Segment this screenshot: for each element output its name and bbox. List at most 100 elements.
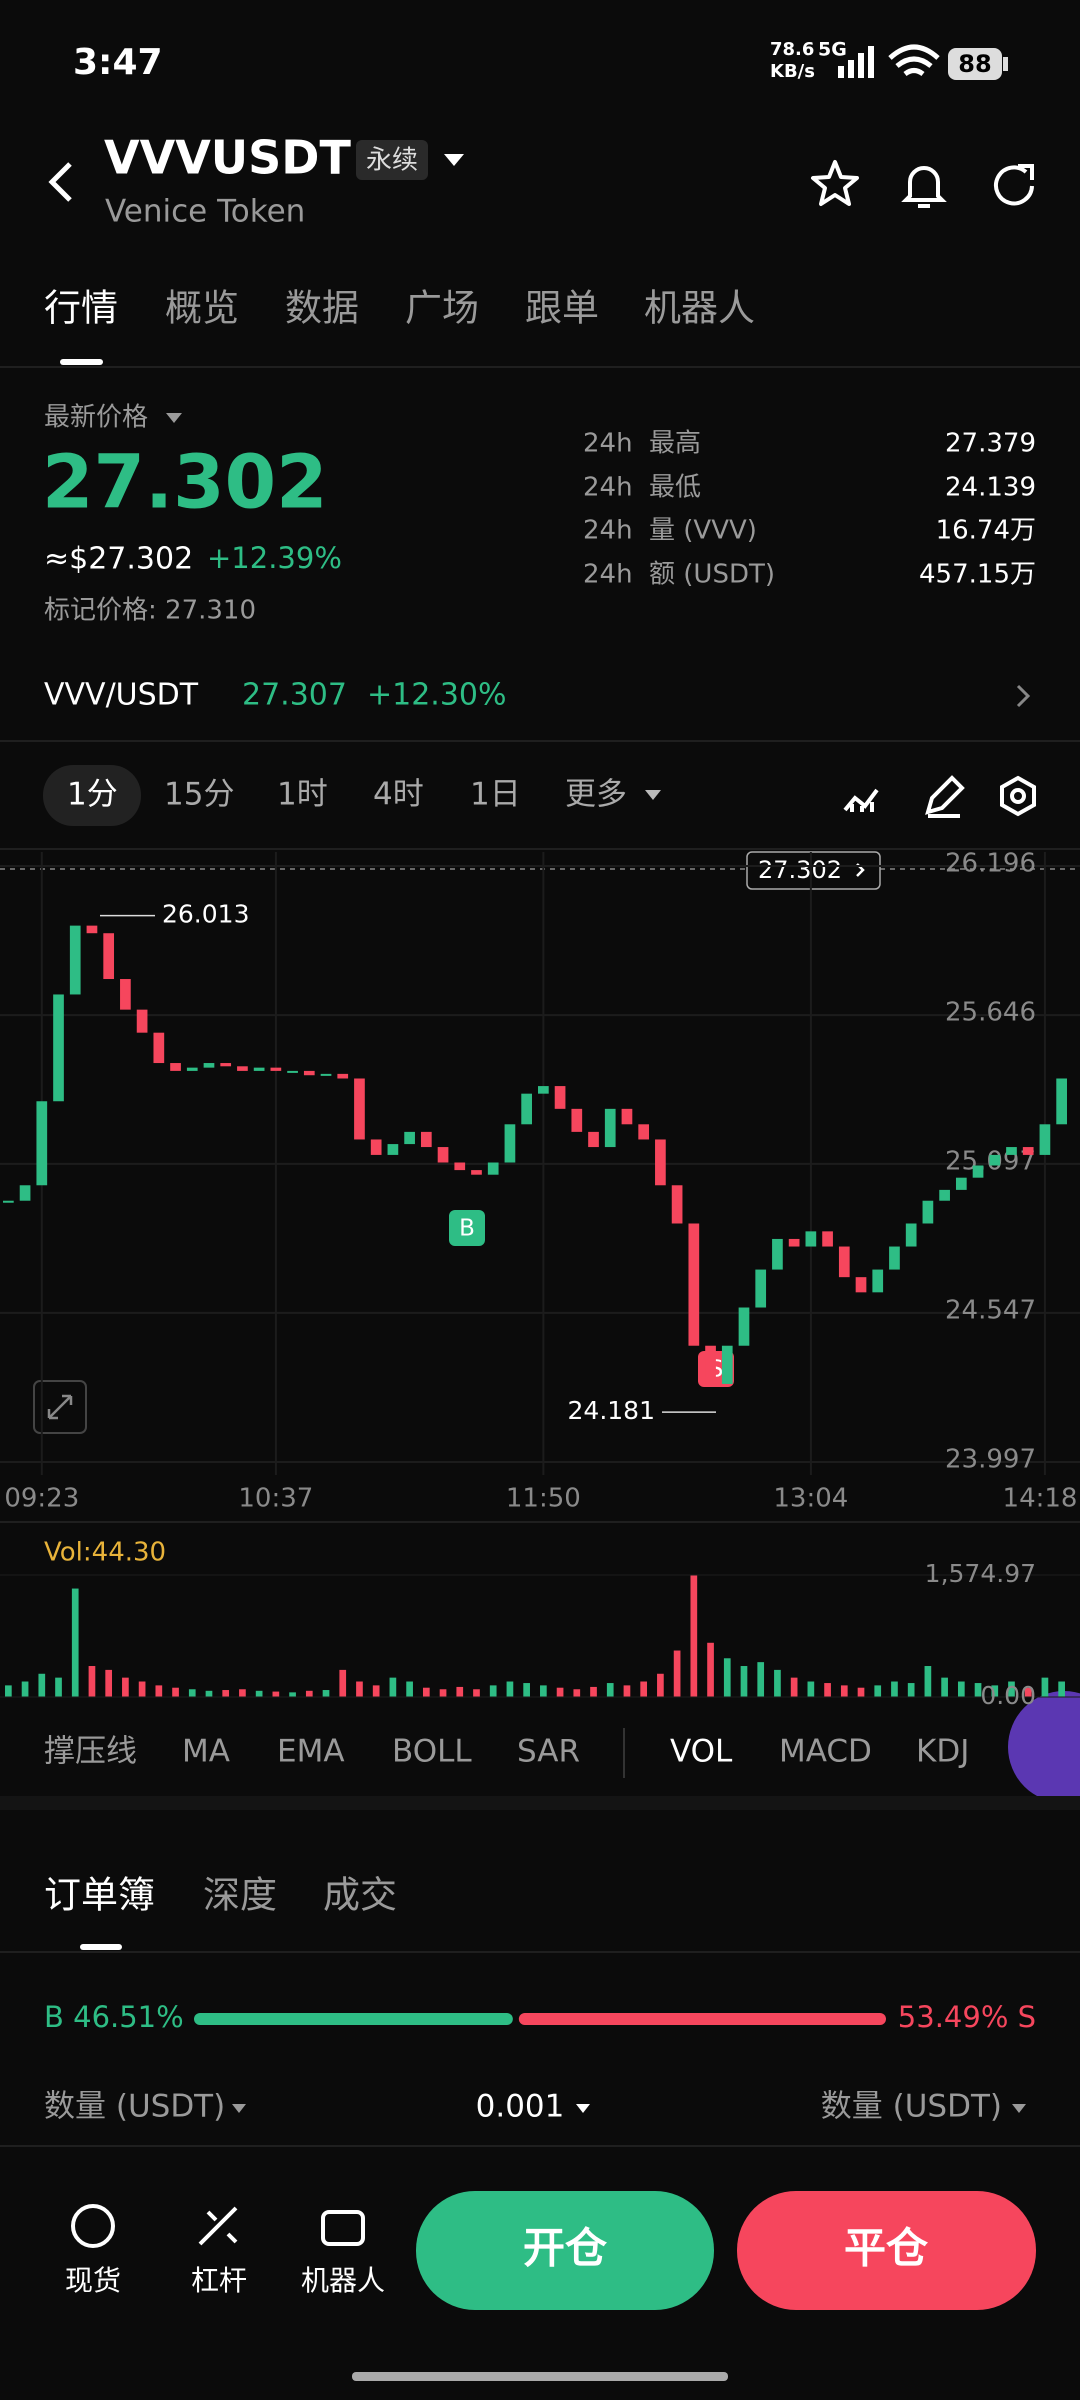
candle <box>387 1144 399 1155</box>
dropdown-icon[interactable] <box>444 154 464 166</box>
volume-bar <box>941 1677 948 1697</box>
volume-bar <box>1024 1687 1032 1697</box>
candle <box>755 1269 767 1308</box>
stat-value: 457.15万 <box>919 560 1036 590</box>
candle <box>872 1269 884 1293</box>
indicator[interactable]: MA <box>182 1734 230 1770</box>
close-button[interactable] <box>737 2191 1036 2310</box>
candle <box>320 1073 332 1076</box>
candle <box>588 1131 599 1148</box>
indicator[interactable]: SAR <box>517 1734 580 1770</box>
x-tick-label: 13:04 <box>773 1484 848 1514</box>
tab[interactable]: 行情 <box>44 287 118 330</box>
orderbook-tab[interactable]: 成交 <box>323 1874 397 1917</box>
dropdown-icon[interactable] <box>232 2104 246 2113</box>
fullscreen-button[interactable] <box>33 1380 87 1434</box>
indicator[interactable]: EMA <box>277 1734 345 1770</box>
candle <box>838 1246 850 1278</box>
tab[interactable]: 数据 <box>285 287 359 330</box>
interval[interactable]: 15分 <box>164 777 234 813</box>
draw-icon[interactable] <box>925 775 965 818</box>
candle <box>404 1131 415 1145</box>
last-price: 27.302 <box>42 440 328 526</box>
orderbook-tab[interactable]: 深度 <box>203 1874 277 1917</box>
indicator-icon[interactable] <box>843 788 879 812</box>
share-icon[interactable] <box>994 164 1034 206</box>
tab[interactable]: 机器人 <box>644 287 755 330</box>
last-price-tag[interactable] <box>746 851 881 890</box>
stat-period: 24h <box>583 516 633 546</box>
y-tick-label: 23.997 <box>945 1445 1036 1475</box>
alert-icon[interactable] <box>901 166 947 208</box>
volume-bar <box>790 1677 798 1697</box>
y-tick-label: 26.196 <box>945 849 1036 879</box>
tab[interactable]: 广场 <box>405 287 479 330</box>
signal-icon <box>838 46 874 78</box>
floating-button[interactable] <box>1008 1691 1080 1803</box>
volume-bar <box>406 1681 413 1697</box>
status-time: 3:47 <box>73 42 163 83</box>
orderbook-tab[interactable]: 订单簿 <box>44 1874 155 1917</box>
candle <box>504 1124 516 1163</box>
candle <box>1022 1147 1034 1155</box>
settings-icon[interactable] <box>1000 775 1036 817</box>
volume-bar <box>21 1681 29 1697</box>
spot-icon <box>71 2204 115 2248</box>
indicator[interactable]: KDJ <box>916 1734 969 1770</box>
nav-item[interactable]: 机器人 <box>301 2264 385 2297</box>
interval[interactable]: 1分 <box>67 777 118 813</box>
nav-item[interactable]: 现货 <box>65 2264 121 2297</box>
volume-bar <box>272 1691 280 1697</box>
interval[interactable]: 4时 <box>373 777 424 813</box>
dropdown-icon[interactable] <box>645 790 661 800</box>
x-tick-label: 11:50 <box>506 1484 581 1514</box>
candle <box>955 1177 967 1190</box>
home-indicator <box>352 2372 728 2381</box>
tab[interactable]: 概览 <box>165 287 239 330</box>
interval[interactable]: 更多 <box>565 777 627 813</box>
candle <box>170 1063 181 1071</box>
indicator[interactable]: 撑压线 <box>44 1734 137 1770</box>
candle <box>655 1139 666 1186</box>
tab[interactable]: 跟单 <box>525 287 599 330</box>
volume-bar <box>807 1681 815 1697</box>
candle <box>237 1066 248 1071</box>
contract-badge[interactable] <box>356 140 428 180</box>
volume-bar <box>857 1687 865 1697</box>
indicator[interactable]: VOL <box>670 1734 733 1770</box>
indicator[interactable]: MACD <box>779 1734 872 1770</box>
volume-bar <box>289 1692 296 1697</box>
dropdown-icon[interactable] <box>1012 2104 1026 2113</box>
volume-bar <box>673 1650 681 1697</box>
candle <box>337 1073 349 1079</box>
candle <box>889 1246 900 1270</box>
interval[interactable]: 1日 <box>470 777 521 813</box>
candle <box>922 1200 934 1224</box>
volume-bar <box>657 1673 664 1697</box>
indicator[interactable]: BOLL <box>392 1734 472 1770</box>
volume-bar <box>556 1687 564 1697</box>
candle <box>638 1124 650 1140</box>
spot-link[interactable] <box>1016 684 1031 708</box>
dropdown-icon[interactable] <box>166 413 182 423</box>
dropdown-icon[interactable] <box>576 2104 590 2113</box>
symbol: VVVUSDT <box>104 131 351 185</box>
interval[interactable]: 1时 <box>277 777 328 813</box>
volume-bar <box>88 1666 96 1697</box>
candle <box>370 1139 382 1155</box>
volume-tick-label: 0.00 <box>980 1681 1036 1710</box>
nav-item[interactable]: 杠杆 <box>191 2264 247 2297</box>
volume-bar <box>473 1689 480 1697</box>
volume-bar <box>305 1690 313 1697</box>
usd-price: ≈$27.302 <box>44 542 193 577</box>
volume-bar <box>891 1681 898 1697</box>
robot-icon <box>321 2210 365 2246</box>
volume-bar <box>122 1677 129 1697</box>
open-button[interactable] <box>416 2191 714 2310</box>
precision[interactable]: 0.001 <box>476 2089 565 2125</box>
back-button[interactable] <box>48 162 72 202</box>
favorite-icon[interactable] <box>811 160 859 206</box>
